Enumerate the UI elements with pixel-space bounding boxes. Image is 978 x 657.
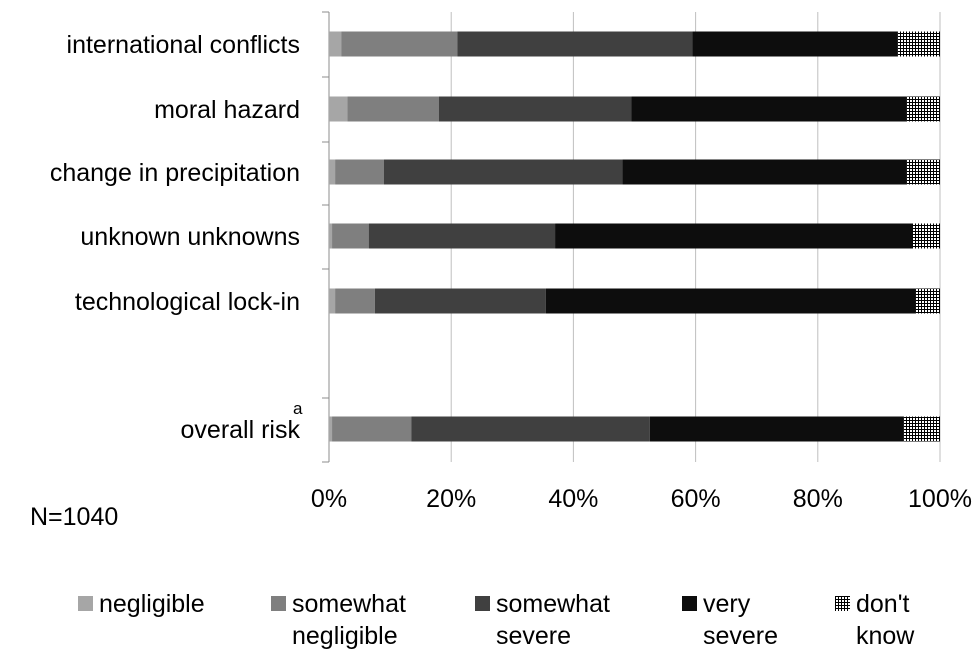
- bar-segment: [335, 159, 384, 185]
- bar-segment: [329, 288, 336, 314]
- bar-segment: [545, 288, 916, 314]
- bars: [329, 31, 940, 442]
- category-label: change in precipitation: [50, 159, 300, 187]
- legend: negligible somewhat negligible somewhat seve…: [78, 588, 968, 652]
- legend-label: negligible: [99, 590, 205, 618]
- bar-segment: [906, 159, 940, 185]
- bar-segment: [692, 31, 898, 57]
- bar-segment: [368, 223, 556, 249]
- x-tick-label: 0%: [311, 485, 347, 513]
- bar-segment: [903, 416, 940, 442]
- category-label: moral hazard: [154, 96, 300, 124]
- sample-size-note: N=1040: [30, 503, 119, 531]
- legend-label: very severe: [703, 590, 779, 650]
- bar-segment: [897, 31, 940, 57]
- bar-segment: [329, 31, 342, 57]
- bar-segment: [438, 96, 632, 122]
- x-tick-label: 20%: [426, 485, 476, 513]
- bar-segment: [555, 223, 913, 249]
- bar-segment: [329, 159, 336, 185]
- bar-segment: [332, 416, 412, 442]
- bar-segment: [329, 416, 333, 442]
- category-label: unknown unknowns: [80, 223, 300, 251]
- legend-label: somewhat severe: [496, 590, 610, 650]
- legend-label: somewhat negligible: [292, 590, 406, 650]
- category-label: international conflicts: [67, 31, 300, 59]
- bar-segment: [622, 159, 907, 185]
- bar-segment: [329, 223, 333, 249]
- legend-swatch: [271, 596, 286, 611]
- bar-segment: [329, 96, 348, 122]
- bar-segment: [374, 288, 546, 314]
- bar-segment: [906, 96, 940, 122]
- x-tick-labels: 0% 20% 40% 60% 80% 100%: [311, 485, 972, 513]
- legend-label: don't know: [856, 590, 915, 650]
- category-labels: international conflicts moral hazard chang…: [50, 31, 303, 444]
- bar-segment: [649, 416, 904, 442]
- legend-swatch: [835, 596, 850, 611]
- category-axis: [322, 11, 330, 463]
- bar-segment: [411, 416, 650, 442]
- x-tick-label: 80%: [793, 485, 843, 513]
- bar-segment: [347, 96, 439, 122]
- bar-segment: [341, 31, 458, 57]
- superscript-label: a: [293, 399, 303, 418]
- x-tick-label: 60%: [671, 485, 721, 513]
- category-label: technological lock-in: [75, 288, 300, 316]
- bar-segment: [457, 31, 693, 57]
- bar-segment: [335, 288, 375, 314]
- bar-segment: [332, 223, 369, 249]
- x-tick-label: 40%: [548, 485, 598, 513]
- bar-segment: [383, 159, 623, 185]
- legend-swatch: [78, 596, 93, 611]
- legend-swatch: [682, 596, 697, 611]
- bar-segment: [912, 223, 940, 249]
- x-tick-label: 100%: [908, 485, 972, 513]
- category-label: overall risk: [181, 416, 301, 444]
- bar-segment: [631, 96, 907, 122]
- legend-swatch: [475, 596, 490, 611]
- bar-segment: [915, 288, 940, 314]
